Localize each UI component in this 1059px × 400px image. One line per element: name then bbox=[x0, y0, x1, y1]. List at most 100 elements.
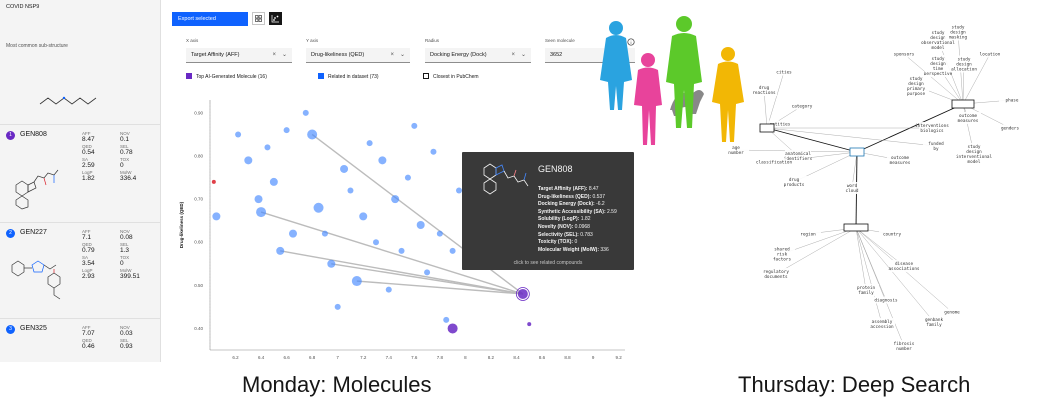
graph-node-label[interactable]: entities bbox=[770, 122, 791, 128]
graph-node-label[interactable]: diagnosis bbox=[874, 298, 898, 304]
graph-node-label[interactable]: study design primary purpose bbox=[907, 76, 926, 97]
related-molecule-point[interactable] bbox=[436, 230, 443, 237]
graph-node-label[interactable]: regulatory documents bbox=[763, 269, 789, 280]
graph-node-label[interactable]: fibrosis number bbox=[894, 341, 915, 352]
graph-node-label[interactable]: phase bbox=[1006, 98, 1019, 104]
clear-icon[interactable]: × bbox=[390, 52, 394, 58]
related-molecule-point[interactable] bbox=[430, 148, 437, 155]
scatter-view-icon[interactable] bbox=[269, 12, 282, 25]
graph-node-label[interactable]: location bbox=[980, 52, 1001, 58]
legend-related-checkbox[interactable]: Related in dataset (73) bbox=[318, 73, 379, 80]
graph-node-label[interactable]: outcome measures bbox=[890, 155, 911, 166]
legend-closest-checkbox[interactable]: Closest in PubChem bbox=[423, 73, 479, 80]
x-tick-label: 6.8 bbox=[309, 355, 316, 360]
top-molecule-point[interactable] bbox=[517, 288, 528, 299]
tooltip-line: Solubility (LogP): 1.82 bbox=[538, 216, 591, 223]
graph-node-label[interactable]: assembly accession bbox=[870, 319, 894, 330]
graph-node-label[interactable]: genome bbox=[944, 311, 960, 316]
related-molecule-point[interactable] bbox=[347, 187, 354, 194]
graph-node-label[interactable]: anatomical identifiers bbox=[784, 151, 813, 162]
related-molecule-point[interactable] bbox=[391, 195, 400, 204]
related-molecule-point[interactable] bbox=[378, 156, 387, 165]
related-molecule-point[interactable] bbox=[359, 212, 368, 221]
related-molecule-point[interactable] bbox=[289, 229, 297, 238]
molecule-tooltip[interactable]: GEN808 Target Affinity (AFF): 8.47 Drug-… bbox=[462, 152, 634, 270]
related-molecule-point[interactable] bbox=[424, 269, 431, 276]
legend-top-molecules[interactable]: Top AI-Generated Molecule (16) bbox=[186, 73, 267, 80]
related-molecule-point[interactable] bbox=[334, 303, 341, 310]
graph-node-label[interactable]: study design masking bbox=[949, 25, 968, 41]
related-molecule-point[interactable] bbox=[456, 187, 462, 194]
molecule-card-gen227[interactable]: 2 GEN227 AFF 7.1 NOV 0.08 QED 0.79 SEL 1.3 S… bbox=[0, 222, 160, 315]
graph-node-label[interactable]: drug reactions bbox=[752, 85, 776, 96]
graph-hub-node[interactable] bbox=[843, 223, 869, 232]
graph-hub-node[interactable] bbox=[849, 147, 865, 157]
molecule-card-gen325[interactable]: 3 GEN325 AFF 7.07 NOV 0.03 QED 0.46 SEL 0.93 bbox=[0, 318, 160, 362]
graph-hub-node[interactable] bbox=[759, 123, 775, 133]
related-molecule-point[interactable] bbox=[340, 164, 349, 173]
chevron-down-icon[interactable]: ⌄ bbox=[281, 52, 287, 58]
export-selected-button[interactable]: Export selected bbox=[172, 12, 248, 26]
related-molecule-point[interactable] bbox=[321, 230, 328, 237]
graph-node-label[interactable]: word cloud bbox=[846, 183, 859, 194]
graph-node-label[interactable]: disease associations bbox=[888, 261, 919, 272]
related-molecule-point[interactable] bbox=[385, 286, 392, 293]
related-molecule-point[interactable] bbox=[443, 316, 450, 323]
related-molecule-point[interactable] bbox=[283, 127, 290, 134]
graph-node-label[interactable]: sponsors bbox=[894, 53, 915, 58]
chevron-down-icon[interactable]: ⌄ bbox=[520, 52, 526, 58]
graph-node-label[interactable]: age number bbox=[728, 146, 744, 156]
graph-node-label[interactable]: interventions biologics bbox=[915, 123, 949, 134]
molecule-card-gen808[interactable]: 1 GEN808 AFF 8.47 NOV 0.1 QED 0.54 SEL 0.78 … bbox=[0, 124, 160, 217]
related-molecule-point[interactable] bbox=[235, 131, 242, 138]
graph-node-label[interactable]: classification bbox=[756, 160, 793, 166]
related-molecule-point[interactable] bbox=[244, 156, 253, 165]
graph-node-label[interactable]: study design allocation bbox=[951, 57, 977, 73]
related-molecule-point[interactable] bbox=[449, 247, 456, 254]
related-molecule-point[interactable] bbox=[366, 140, 373, 147]
related-molecule-point[interactable] bbox=[264, 144, 271, 151]
related-molecule-point[interactable] bbox=[212, 212, 221, 221]
related-molecule-point[interactable] bbox=[327, 259, 336, 268]
graph-node-label[interactable]: shared risk factors bbox=[773, 247, 792, 263]
top-molecule-point[interactable] bbox=[447, 323, 458, 334]
clear-icon[interactable]: × bbox=[511, 52, 515, 58]
related-molecule-point[interactable] bbox=[404, 174, 411, 181]
related-molecule-point[interactable] bbox=[307, 129, 318, 140]
graph-node-label[interactable]: study design time perspective bbox=[924, 56, 953, 77]
graph-node-label[interactable]: study design observational model bbox=[921, 30, 955, 51]
related-molecule-point[interactable] bbox=[254, 195, 263, 204]
graph-hub-node[interactable] bbox=[951, 99, 975, 109]
graph-node-label[interactable]: category bbox=[792, 104, 813, 110]
related-molecule-point[interactable] bbox=[398, 247, 405, 254]
related-molecule-point[interactable] bbox=[411, 122, 418, 129]
graph-node-label[interactable]: country bbox=[883, 232, 902, 238]
clear-icon[interactable]: × bbox=[272, 52, 276, 58]
graph-node-label[interactable]: outcome measures bbox=[958, 113, 979, 124]
chevron-down-icon[interactable]: ⌄ bbox=[399, 52, 405, 58]
graph-node-label[interactable]: genders bbox=[1001, 126, 1020, 132]
related-molecule-point[interactable] bbox=[302, 109, 309, 116]
related-molecule-point[interactable] bbox=[373, 239, 379, 246]
top-molecule-point[interactable] bbox=[527, 322, 532, 327]
graph-node-label[interactable]: genbank family bbox=[925, 317, 944, 328]
people-silhouettes-image: i bbox=[600, 16, 744, 145]
highlight-point[interactable] bbox=[211, 179, 216, 184]
related-molecule-point[interactable] bbox=[416, 221, 425, 229]
grid-view-icon[interactable] bbox=[252, 12, 265, 25]
graph-node-label[interactable]: cities bbox=[776, 70, 792, 76]
graph-node-label[interactable]: region bbox=[800, 232, 816, 238]
related-molecule-point[interactable] bbox=[351, 276, 362, 287]
graph-node-label[interactable]: protein family bbox=[857, 285, 876, 296]
graph-edge bbox=[855, 227, 883, 325]
related-molecule-point[interactable] bbox=[276, 246, 285, 255]
related-molecule-point[interactable] bbox=[269, 177, 278, 186]
graph-node-label[interactable]: drug products bbox=[784, 177, 805, 188]
tooltip-footer[interactable]: click to see related compounds bbox=[513, 260, 583, 266]
graph-node-label[interactable]: study design interventional model bbox=[956, 144, 993, 165]
related-molecule-point[interactable] bbox=[256, 207, 267, 218]
graph-node-label[interactable]: funded by bbox=[928, 141, 944, 152]
related-molecule-point[interactable] bbox=[313, 202, 324, 213]
info-icon[interactable]: i bbox=[627, 38, 635, 46]
